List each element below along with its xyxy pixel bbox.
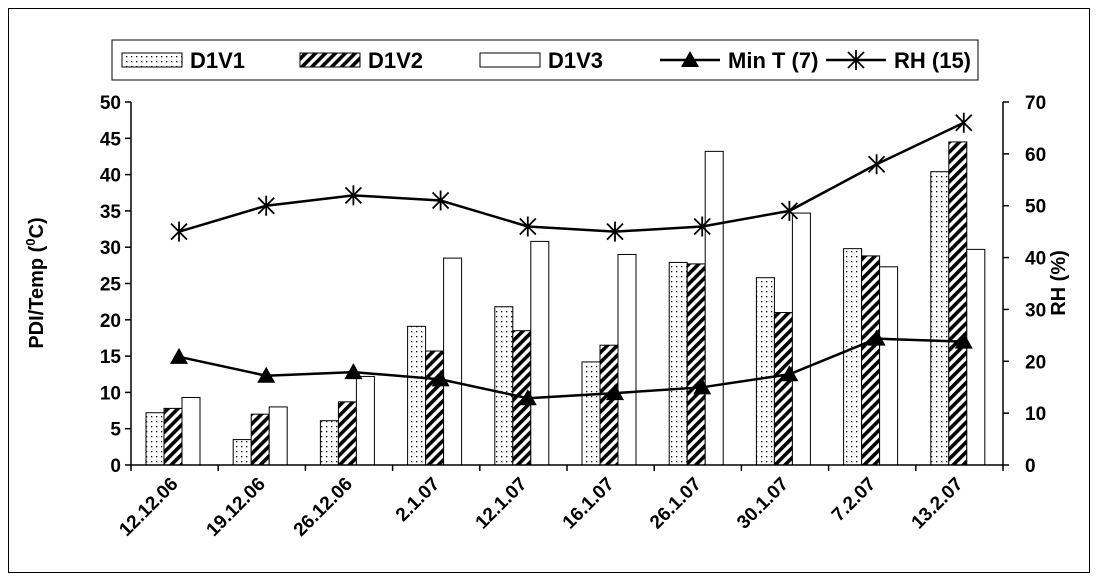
bar-d1v1	[494, 306, 514, 466]
y-right-tick-label: 30	[1025, 300, 1046, 321]
bar-d1v3	[268, 406, 288, 466]
bar-d1v2	[773, 312, 793, 466]
y-left-tick-label: 35	[100, 202, 122, 223]
bar-d1v3	[181, 396, 201, 466]
x-tick-label: 26.12.06	[290, 474, 357, 541]
bar-d1v2	[163, 407, 183, 466]
bar-d1v2	[425, 350, 445, 466]
bar-d1v2	[948, 141, 968, 466]
triangle-marker	[681, 51, 699, 67]
asterisk-marker	[606, 221, 624, 242]
bar-d1v3	[530, 240, 550, 466]
bar-d1v3	[704, 150, 724, 466]
y-axis-label-left: PDI/Temp (0C)	[23, 217, 48, 348]
legend-swatch-d1v3	[479, 52, 541, 68]
legend-label: D1V1	[190, 48, 245, 73]
asterisk-marker	[955, 112, 973, 133]
y-right-tick-label: 70	[1025, 93, 1046, 114]
bar-d1v3	[355, 375, 375, 466]
x-tick-label: 13.2.07	[908, 474, 968, 534]
x-tick-label: 7.2.07	[828, 474, 880, 526]
bar-d1v2	[250, 413, 270, 466]
asterisk-marker	[780, 200, 799, 221]
y-left-tick-label: 30	[100, 238, 121, 259]
y-left-tick-label: 15	[100, 347, 122, 368]
bar-d1v3	[966, 248, 986, 466]
legend-label: D1V2	[368, 48, 423, 73]
asterisk-marker	[170, 221, 188, 242]
line-min-t-7	[178, 337, 964, 400]
bar-d1v1	[668, 261, 688, 466]
y-right-tick-label: 0	[1025, 456, 1036, 477]
x-tick-label: 12.1.07	[472, 474, 532, 534]
y-left-tick-label: 0	[110, 456, 121, 477]
y-right-tick-label: 20	[1025, 352, 1046, 373]
asterisk-marker	[693, 216, 711, 237]
asterisk-marker	[519, 216, 537, 237]
x-tick-label: 12.12.06	[115, 474, 182, 541]
triangle-marker	[693, 378, 712, 395]
legend-swatch-d1v2	[299, 52, 361, 68]
x-tick-label: 30.1.07	[733, 474, 793, 534]
bar-d1v2	[861, 255, 881, 466]
x-tick-label: 26.1.07	[646, 474, 706, 534]
triangle-marker	[344, 363, 363, 380]
x-tick-label: 2.1.07	[392, 474, 444, 526]
triangle-marker	[606, 384, 624, 401]
asterisk-marker	[257, 195, 275, 216]
asterisk-marker	[431, 190, 450, 211]
bar-d1v1	[930, 171, 950, 466]
legend-swatch-d1v1	[121, 52, 183, 68]
line-rh-15	[178, 121, 965, 233]
triangle-marker	[780, 365, 799, 382]
asterisk-marker	[847, 50, 865, 70]
triangle-marker	[257, 366, 276, 383]
bar-d1v3	[791, 212, 811, 466]
y-right-tick-label: 10	[1025, 404, 1046, 425]
y-right-tick-label: 40	[1025, 249, 1046, 270]
bar-d1v3	[879, 266, 899, 466]
bar-d1v3	[443, 257, 463, 466]
bar-d1v1	[755, 277, 775, 466]
y-left-tick-label: 10	[100, 383, 121, 404]
legend: D1V1 D1V2 D1V3 Min T (7) RH (15)	[111, 39, 979, 81]
y-right-tick-label: 50	[1025, 197, 1046, 218]
legend-label: RH (15)	[894, 48, 971, 73]
bar-d1v1	[407, 325, 427, 466]
triangle-marker	[431, 370, 450, 387]
triangle-marker	[518, 389, 537, 406]
y-axis-label-right: RH (%)	[1048, 250, 1070, 316]
triangle-marker	[170, 347, 188, 364]
axes-layer: 0 5 10 15 20 25 30 35 40 45 50 0 10 20 30 40 50 60 70 12.12…	[100, 93, 1046, 541]
bar-d1v1	[843, 248, 863, 466]
bars-layer	[145, 141, 986, 466]
x-tick-label: 19.12.06	[203, 474, 270, 541]
lines-layer	[170, 112, 973, 406]
y-left-tick-label: 20	[100, 311, 121, 332]
bar-d1v2	[599, 344, 619, 466]
triangle-marker	[867, 329, 886, 346]
bar-d1v2	[686, 263, 706, 466]
chart-frame	[8, 8, 1090, 573]
bar-d1v1	[232, 439, 252, 466]
bar-d1v1	[581, 361, 601, 466]
y-left-tick-label: 5	[110, 420, 121, 441]
triangle-marker	[954, 332, 973, 349]
bar-d1v1	[319, 420, 339, 466]
y-right-tick-label: 60	[1025, 145, 1046, 166]
legend-label: Min T (7)	[728, 48, 818, 73]
bar-d1v2	[337, 401, 357, 466]
bar-d1v3	[617, 253, 637, 466]
y-left-tick-label: 50	[100, 93, 121, 114]
y-left-tick-label: 45	[100, 129, 122, 150]
bar-d1v1	[145, 412, 165, 466]
x-tick-label: 16.1.07	[559, 474, 619, 534]
y-left-tick-label: 25	[100, 275, 122, 296]
y-left-tick-label: 40	[100, 166, 121, 187]
legend-label: D1V3	[548, 48, 603, 73]
asterisk-marker	[867, 154, 886, 175]
asterisk-marker	[344, 185, 363, 206]
